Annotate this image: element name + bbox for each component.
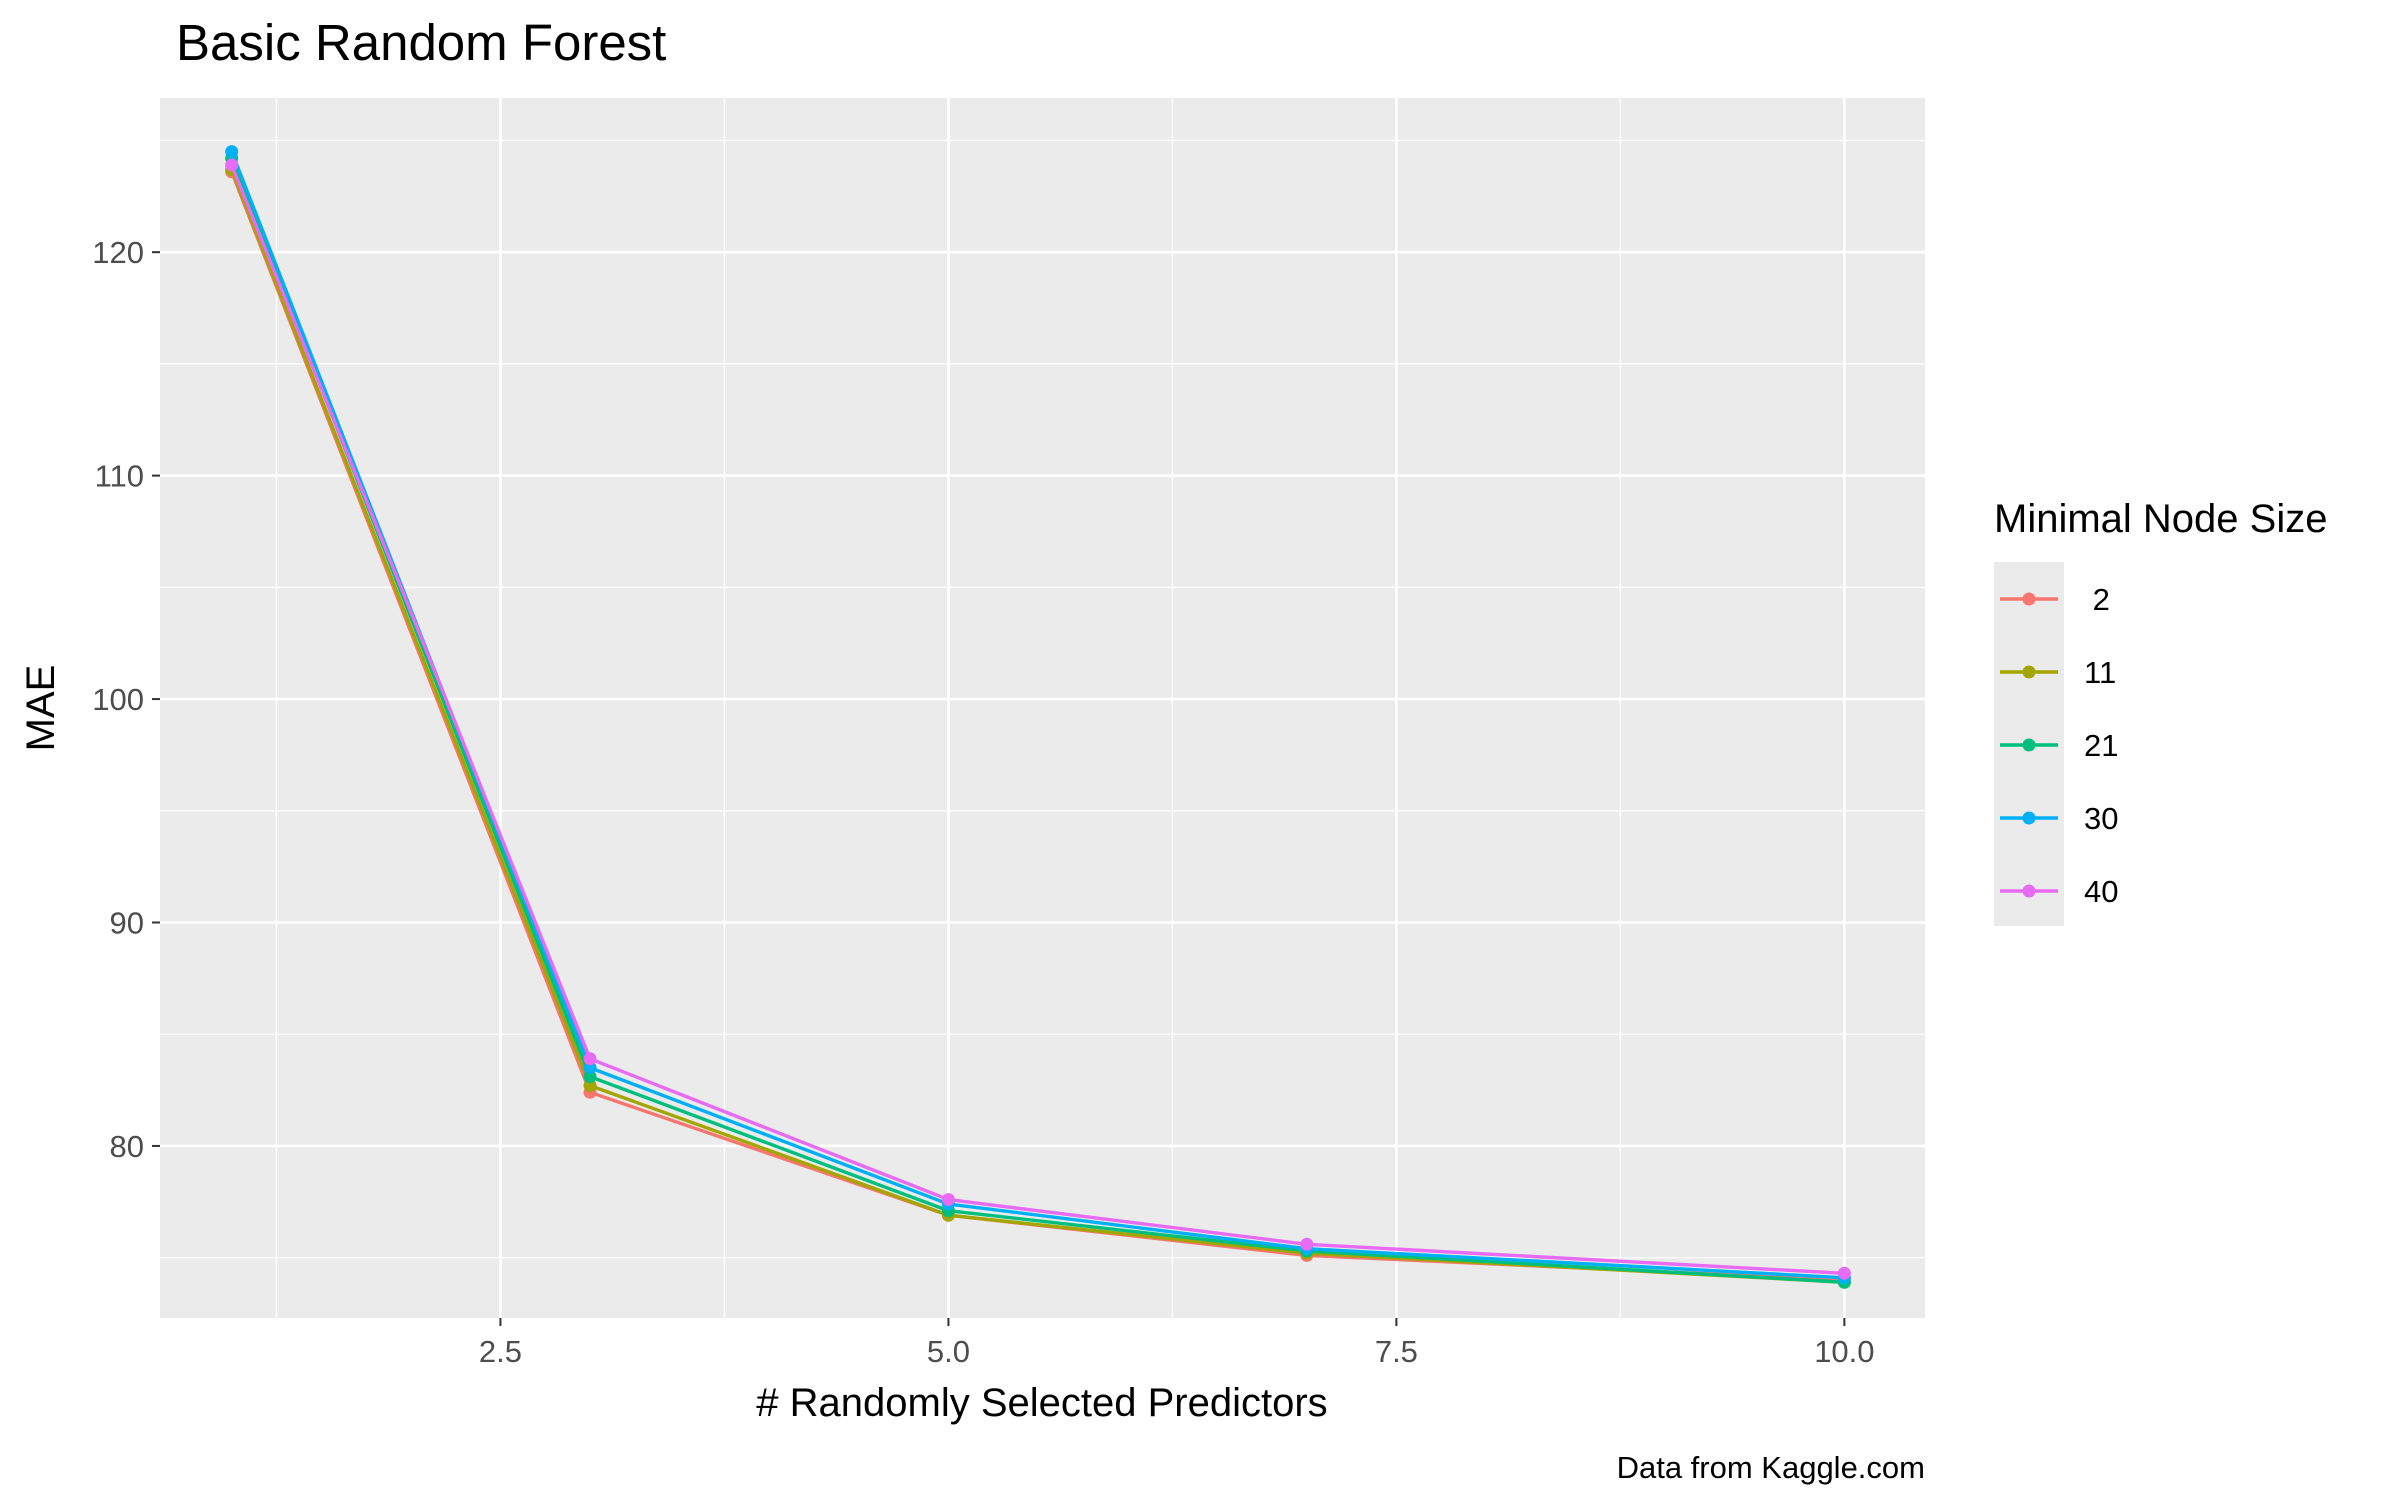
x-tick-label: 7.5 [1375, 1334, 1418, 1369]
legend-key-point [2022, 884, 2036, 898]
y-axis-title: MAE [19, 665, 63, 752]
data-point [583, 1052, 597, 1066]
legend-label: 30 [2084, 801, 2118, 836]
series-5 [225, 158, 1851, 1280]
y-tick-label: 120 [92, 235, 144, 270]
legend-label: 11 [2084, 655, 2116, 690]
y-tick-label: 80 [110, 1129, 144, 1164]
legend-label: 2 [2084, 582, 2110, 617]
x-tick-label: 5.0 [927, 1334, 970, 1369]
x-axis-title: # Randomly Selected Predictors [756, 1381, 1327, 1425]
legend-item: 40 [2000, 874, 2118, 909]
data-point [1837, 1266, 1851, 1280]
major-gridlines [160, 98, 1925, 1318]
chart-title: Basic Random Forest [176, 14, 666, 71]
legend-key-point [2022, 738, 2036, 752]
legend-label: 21 [2084, 728, 2118, 763]
x-axis: 2.5 5.0 7.5 10.0 [479, 1318, 1875, 1369]
legend-key-point [2022, 592, 2036, 606]
legend-key-point [2022, 665, 2036, 679]
data-point [583, 1061, 597, 1075]
legend-label: 40 [2084, 874, 2118, 909]
minor-gridlines [160, 98, 1925, 1318]
caption: Data from Kaggle.com [1617, 1450, 1925, 1485]
data-point [583, 1070, 597, 1084]
series-layer [225, 145, 1851, 1289]
data-point [225, 145, 239, 159]
legend: Minimal Node Size 2 11 21 30 40 [1994, 497, 2327, 926]
y-tick-label: 90 [110, 906, 144, 941]
legend-item: 21 [2000, 728, 2118, 763]
legend-title: Minimal Node Size [1994, 497, 2327, 541]
y-axis: 80 90 100 110 120 [92, 235, 160, 1164]
plot-panel [160, 98, 1925, 1318]
y-tick-label: 100 [92, 682, 144, 717]
legend-item: 11 [2000, 655, 2116, 690]
y-tick-label: 110 [95, 459, 144, 494]
data-point [1300, 1237, 1314, 1251]
legend-item: 2 [2000, 582, 2110, 617]
data-point [941, 1193, 955, 1207]
legend-item: 30 [2000, 801, 2118, 836]
data-point [225, 158, 239, 172]
x-tick-label: 10.0 [1814, 1334, 1874, 1369]
data-point [583, 1079, 597, 1093]
legend-key-point [2022, 811, 2036, 825]
x-tick-label: 2.5 [479, 1334, 522, 1369]
